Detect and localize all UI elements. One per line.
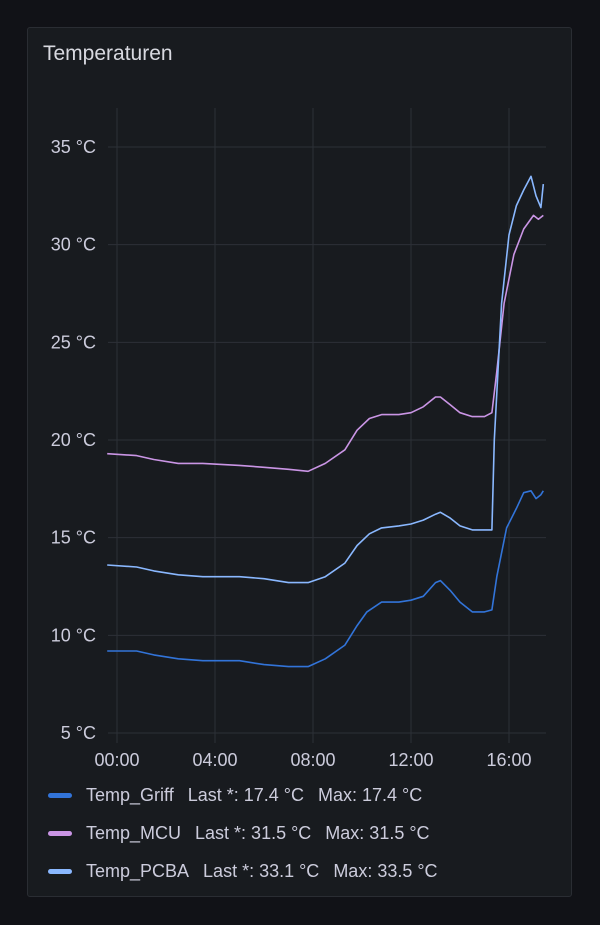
y-tick-label: 10 °C (51, 625, 96, 645)
legend-item[interactable]: Temp_Griff Last *: 17.4 °C Max: 17.4 °C (48, 776, 452, 814)
legend-max-value: Max: 31.5 °C (325, 822, 430, 843)
legend-item[interactable]: Temp_PCBA Last *: 33.1 °C Max: 33.5 °C (48, 852, 452, 890)
legend-series-name: Temp_PCBA (86, 860, 190, 881)
legend-item[interactable]: Temp_MCU Last *: 31.5 °C Max: 31.5 °C (48, 814, 452, 852)
y-tick-label: 20 °C (51, 430, 96, 450)
series-line-temp-pcba (107, 175, 545, 584)
y-tick-label: 15 °C (51, 528, 96, 548)
x-tick-label: 04:00 (192, 750, 237, 768)
legend-max-value: Max: 33.5 °C (333, 860, 438, 881)
legend-max-value: Max: 17.4 °C (317, 784, 423, 805)
temperature-chart: 5 °C 10 °C 15 °C 20 °C 25 °C 30 °C 35 °C 00:00 0… (51, 108, 546, 768)
legend-series-name: Temp_Griff (86, 784, 174, 805)
x-tick-label: 00:00 (94, 750, 139, 768)
x-tick-label: 12:00 (388, 750, 433, 768)
legend-series-name: Temp_MCU (86, 822, 182, 843)
series-line-temp-mcu (107, 214, 544, 473)
legend-last-value: Last *: 31.5 °C (195, 822, 312, 843)
series-line-temp-griff (107, 490, 544, 668)
legend-swatch (48, 792, 72, 798)
legend-swatch (48, 830, 72, 836)
y-tick-label: 25 °C (51, 332, 96, 352)
legend-swatch (48, 868, 72, 874)
x-tick-label: 16:00 (486, 750, 531, 768)
x-tick-label: 08:00 (290, 750, 335, 768)
legend-last-value: Last *: 33.1 °C (203, 860, 320, 881)
panel-title: Temperaturen (43, 42, 173, 65)
y-tick-label: 35 °C (51, 137, 96, 157)
y-tick-label: 5 °C (61, 723, 96, 743)
legend-last-value: Last *: 17.4 °C (187, 784, 304, 805)
y-tick-label: 30 °C (51, 235, 96, 255)
chart-legend: Temp_Griff Last *: 17.4 °C Max: 17.4 °C Tem… (48, 776, 452, 890)
temperature-panel: Temperaturen 5 °C 10 °C 15 °C 20 °C 25 °C 30 … (27, 27, 572, 897)
